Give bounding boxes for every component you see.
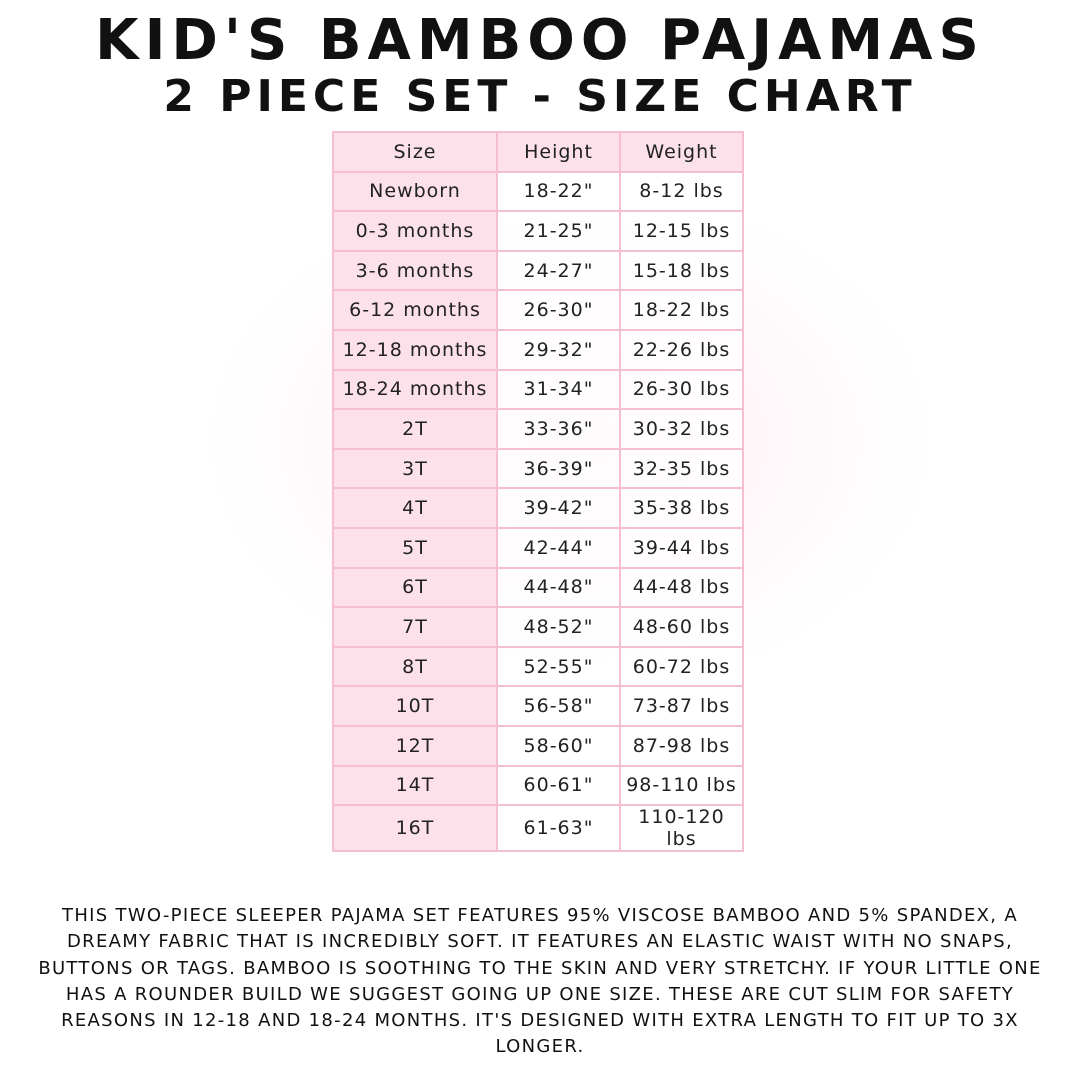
size-cell: 4T bbox=[332, 487, 498, 529]
table-row: 8T 52-55" 60-72 lbs bbox=[332, 645, 744, 688]
weight-cell: 110-120 lbs bbox=[619, 804, 744, 853]
height-cell: 21-25" bbox=[496, 210, 621, 252]
table-row: 2T 33-36" 30-32 lbs bbox=[332, 408, 744, 450]
height-cell: 18-22" bbox=[496, 170, 621, 213]
weight-cell: 48-60 lbs bbox=[619, 606, 744, 648]
size-cell: 6T bbox=[332, 566, 498, 609]
size-cell: 3-6 months bbox=[332, 249, 498, 292]
size-cell: Newborn bbox=[332, 170, 498, 213]
weight-cell: 22-26 lbs bbox=[619, 328, 744, 371]
weight-cell: 98-110 lbs bbox=[619, 764, 744, 807]
size-cell: 0-3 months bbox=[332, 210, 498, 252]
size-cell: 6-12 months bbox=[332, 289, 498, 331]
header-size: Size bbox=[332, 131, 498, 173]
height-cell: 48-52" bbox=[496, 606, 621, 648]
weight-cell: 87-98 lbs bbox=[619, 724, 744, 767]
size-cell: 8T bbox=[332, 645, 498, 688]
size-cell: 18-24 months bbox=[332, 368, 498, 411]
table-row: 6-12 months 26-30" 18-22 lbs bbox=[332, 289, 744, 331]
weight-cell: 35-38 lbs bbox=[619, 487, 744, 529]
weight-cell: 18-22 lbs bbox=[619, 289, 744, 331]
weight-cell: 8-12 lbs bbox=[619, 170, 744, 213]
weight-cell: 39-44 lbs bbox=[619, 526, 744, 569]
size-cell: 5T bbox=[332, 526, 498, 569]
height-cell: 26-30" bbox=[496, 289, 621, 331]
size-cell: 16T bbox=[332, 804, 498, 853]
size-chart-table: Size Height Weight Newborn 18-22" 8-12 lbs… bbox=[332, 131, 744, 853]
table-row: 16T 61-63" 110-120 lbs bbox=[332, 804, 744, 853]
weight-cell: 26-30 lbs bbox=[619, 368, 744, 411]
height-cell: 31-34" bbox=[496, 368, 621, 411]
page-title: Kid's Bamboo Pajamas bbox=[95, 8, 985, 73]
table-row: 18-24 months 31-34" 26-30 lbs bbox=[332, 368, 744, 411]
height-cell: 39-42" bbox=[496, 487, 621, 529]
product-description: This two-piece sleeper pajama set featur… bbox=[38, 905, 1042, 1058]
table-row: 4T 39-42" 35-38 lbs bbox=[332, 487, 744, 529]
height-cell: 56-58" bbox=[496, 685, 621, 727]
table-row: 6T 44-48" 44-48 lbs bbox=[332, 566, 744, 609]
height-cell: 61-63" bbox=[496, 804, 621, 853]
weight-cell: 44-48 lbs bbox=[619, 566, 744, 609]
size-cell: 7T bbox=[332, 606, 498, 648]
table-header-row: Size Height Weight bbox=[332, 131, 744, 173]
table-row: 3T 36-39" 32-35 lbs bbox=[332, 447, 744, 490]
page-subtitle: 2 Piece Set - Size Chart bbox=[163, 71, 917, 122]
size-cell: 14T bbox=[332, 764, 498, 807]
table-row: 3-6 months 24-27" 15-18 lbs bbox=[332, 249, 744, 292]
weight-cell: 60-72 lbs bbox=[619, 645, 744, 688]
table-row: 5T 42-44" 39-44 lbs bbox=[332, 526, 744, 569]
height-cell: 52-55" bbox=[496, 645, 621, 688]
size-cell: 12T bbox=[332, 724, 498, 767]
weight-cell: 30-32 lbs bbox=[619, 408, 744, 450]
height-cell: 60-61" bbox=[496, 764, 621, 807]
table-row: 14T 60-61" 98-110 lbs bbox=[332, 764, 744, 807]
weight-cell: 73-87 lbs bbox=[619, 685, 744, 727]
height-cell: 33-36" bbox=[496, 408, 621, 450]
size-cell: 2T bbox=[332, 408, 498, 450]
size-cell: 10T bbox=[332, 685, 498, 727]
table-row: 10T 56-58" 73-87 lbs bbox=[332, 685, 744, 727]
height-cell: 44-48" bbox=[496, 566, 621, 609]
height-cell: 42-44" bbox=[496, 526, 621, 569]
height-cell: 29-32" bbox=[496, 328, 621, 371]
size-cell: 12-18 months bbox=[332, 328, 498, 371]
height-cell: 36-39" bbox=[496, 447, 621, 490]
weight-cell: 12-15 lbs bbox=[619, 210, 744, 252]
height-cell: 58-60" bbox=[496, 724, 621, 767]
table-row: Newborn 18-22" 8-12 lbs bbox=[332, 170, 744, 213]
header-height: Height bbox=[496, 131, 621, 173]
table-row: 7T 48-52" 48-60 lbs bbox=[332, 606, 744, 648]
table-row: 12-18 months 29-32" 22-26 lbs bbox=[332, 328, 744, 371]
header-weight: Weight bbox=[619, 131, 744, 173]
table-row: 12T 58-60" 87-98 lbs bbox=[332, 724, 744, 767]
size-cell: 3T bbox=[332, 447, 498, 490]
weight-cell: 32-35 lbs bbox=[619, 447, 744, 490]
table-row: 0-3 months 21-25" 12-15 lbs bbox=[332, 210, 744, 252]
height-cell: 24-27" bbox=[496, 249, 621, 292]
weight-cell: 15-18 lbs bbox=[619, 249, 744, 292]
